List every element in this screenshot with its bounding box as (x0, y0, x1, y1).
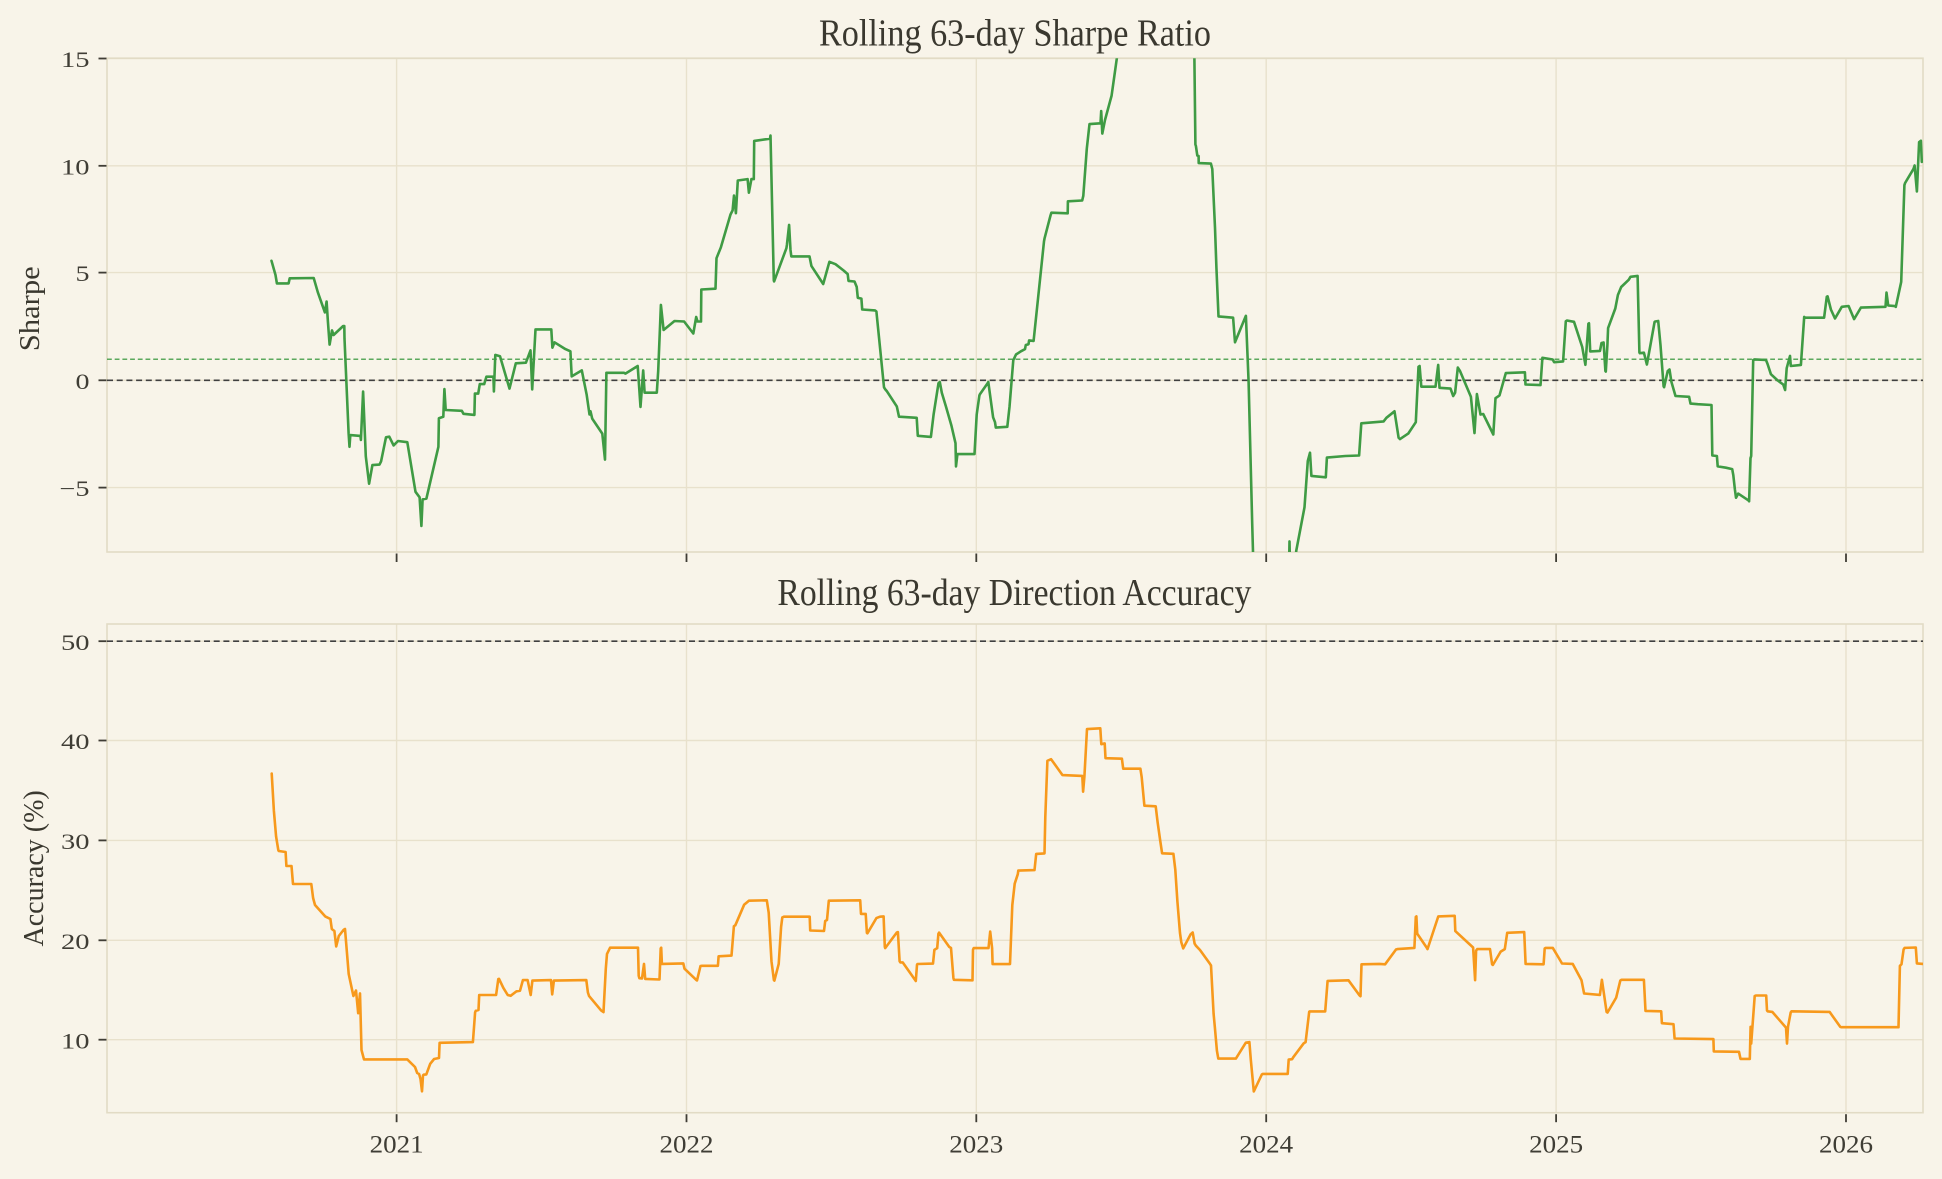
svg-text:15: 15 (61, 47, 90, 72)
svg-text:Rolling 63-day Direction Accur: Rolling 63-day Direction Accuracy (777, 572, 1251, 614)
svg-text:20: 20 (61, 929, 90, 954)
svg-text:Sharpe: Sharpe (15, 266, 46, 351)
svg-text:2024: 2024 (1239, 1131, 1293, 1159)
svg-text:0: 0 (76, 369, 90, 394)
svg-text:2021: 2021 (370, 1131, 424, 1159)
svg-text:30: 30 (61, 829, 90, 854)
svg-text:40: 40 (61, 729, 90, 754)
svg-text:Rolling 63-day Sharpe Ratio: Rolling 63-day Sharpe Ratio (819, 13, 1211, 55)
svg-text:10: 10 (61, 1028, 90, 1053)
svg-text:2022: 2022 (660, 1131, 714, 1159)
svg-text:10: 10 (61, 154, 90, 179)
svg-text:2026: 2026 (1819, 1131, 1873, 1159)
svg-text:−5: −5 (60, 476, 90, 501)
svg-text:50: 50 (61, 630, 90, 655)
svg-text:2025: 2025 (1529, 1131, 1583, 1159)
svg-text:5: 5 (76, 261, 90, 286)
svg-text:Accuracy (%): Accuracy (%) (19, 790, 50, 946)
svg-text:2023: 2023 (949, 1131, 1003, 1159)
